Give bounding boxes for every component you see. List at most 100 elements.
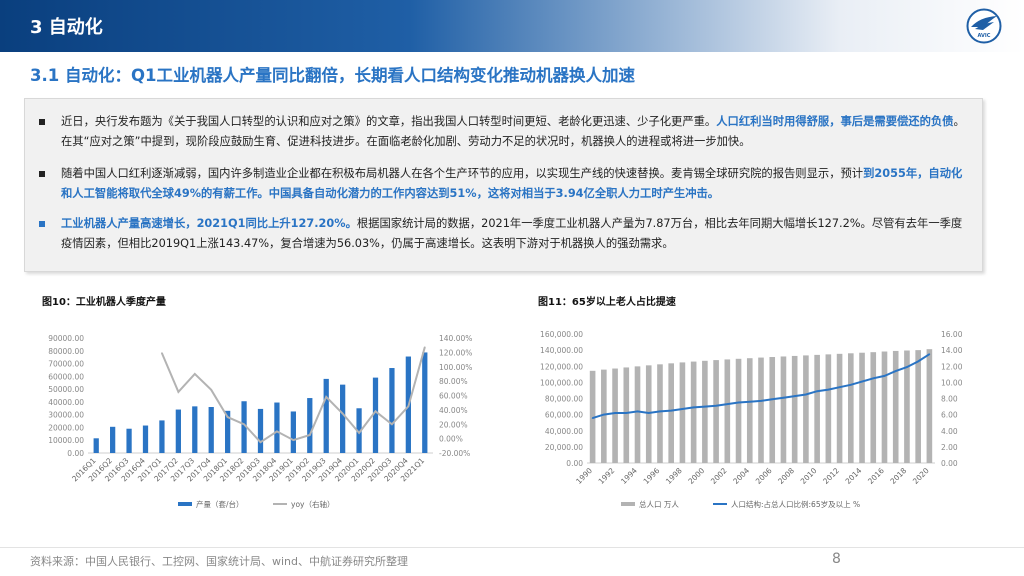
y-right-tick-label: 6.00 [941, 411, 958, 420]
line-point [883, 375, 886, 377]
line-point [659, 410, 661, 413]
line-point [636, 410, 639, 413]
bar [814, 354, 820, 463]
bar [307, 398, 313, 453]
y-right-tick-label: 140.00% [439, 334, 472, 343]
x-tick-label: 2012 [821, 466, 841, 486]
logo-text: AVIC [978, 33, 991, 39]
square-bullet-icon [39, 171, 45, 177]
bar [175, 409, 181, 453]
line-point [917, 360, 919, 363]
line-point [894, 370, 897, 372]
body-text: 根据国家统计局的数据，2021年一季度工业机器人产量为7.87万台，相比去年同期… [61, 217, 963, 250]
y-right-tick-label: 0.00 [941, 459, 958, 468]
x-tick-label: 2014 [844, 466, 864, 486]
y-right-tick-label: 120.00% [439, 348, 472, 357]
line-point [850, 383, 852, 386]
bullet-text: 近日，央行发布题为《关于我国人口转型的认识和应对之策》的文章，指出我国人口转型时… [61, 112, 967, 152]
bar [110, 426, 116, 453]
line-point [374, 410, 377, 413]
x-tick-label: 1996 [642, 466, 662, 486]
line-point [625, 412, 628, 414]
y-right-tick-label: 40.00% [439, 406, 468, 415]
bar [208, 407, 214, 453]
y-left-tick-label: 70000.00 [48, 360, 84, 369]
line-point [591, 417, 594, 419]
line-point [906, 366, 908, 368]
line-point [872, 377, 875, 380]
x-tick-label: 1998 [664, 466, 684, 486]
square-bullet-icon [39, 221, 45, 227]
bar [241, 401, 247, 453]
bar [192, 406, 198, 453]
bullet-item: 工业机器人产量高速增长，2021Q1同比上升127.20%。根据国家统计局的数据… [39, 214, 967, 254]
line-point [861, 380, 863, 383]
highlight-text: 工业机器人产量高速增长，2021Q1同比上升127.20%。 [61, 217, 357, 230]
bar [589, 370, 596, 463]
y-left-tick-label: 90000.00 [48, 334, 84, 343]
x-tick-label: 2004 [731, 466, 751, 486]
y-left-tick-label: 160,000.00 [540, 330, 583, 339]
line-point [647, 412, 650, 414]
x-tick-label: 2002 [709, 466, 729, 486]
y-left-tick-label: 10000.00 [48, 436, 84, 445]
bar [159, 420, 165, 453]
line-point [681, 408, 684, 410]
y-left-tick-label: 60000.00 [48, 372, 84, 381]
body-text: 。在其“应对之策”中提到，现阶段应鼓励生育、促进科技进步。在面临老龄化加剧、劳动… [61, 115, 965, 148]
line-point [782, 396, 785, 399]
bar [836, 353, 843, 463]
y-left-tick-label: 0.00 [67, 449, 84, 458]
footer-divider [0, 547, 1024, 548]
line-point [161, 352, 163, 354]
robot-production-chart: 90000.00 80000.00 70000.00 60000.00 50000.00… [48, 334, 472, 509]
x-tick-label: 2016 [866, 466, 886, 486]
bar [892, 350, 899, 463]
bar [780, 356, 787, 463]
bullet-text: 随着中国人口红利逐渐减弱，国内许多制造业企业都在积极布局机器人在各个生产环节的应… [61, 164, 967, 204]
legend-label: 产量（套/台） [196, 499, 244, 509]
bullet-item: 随着中国人口红利逐渐减弱，国内许多制造业企业都在积极布局机器人在各个生产环节的应… [39, 164, 967, 204]
bar [713, 360, 719, 463]
bar [422, 352, 428, 453]
y-left-tick-label: 50000.00 [48, 385, 84, 394]
line-point [793, 395, 796, 397]
legend-swatch [178, 502, 192, 506]
line-point [692, 406, 695, 409]
y-left-tick-label: 100,000.00 [540, 378, 583, 387]
y-left-tick-label: 20,000.00 [545, 443, 583, 452]
square-bullet-icon [39, 119, 45, 125]
line-point [177, 391, 180, 393]
bar [340, 384, 346, 453]
legend-label: yoy（右轴） [291, 499, 334, 509]
bar [803, 355, 809, 463]
bar [904, 350, 910, 463]
line-point [193, 373, 196, 375]
line-point [259, 441, 262, 444]
line-point [760, 400, 762, 402]
y-right-tick-label: 4.00 [941, 427, 958, 436]
bar [881, 351, 888, 463]
bar [634, 366, 641, 463]
figure-11-title: 图11：65岁以上老人占比提速 [538, 297, 676, 308]
bar [915, 350, 921, 463]
bar [769, 357, 776, 463]
x-tick-label: 2020 [911, 466, 931, 486]
page-number: 8 [832, 551, 841, 567]
line-point [827, 388, 830, 391]
legend-label: 总人口 万人 [639, 499, 679, 509]
y-right-tick-label: 10.00 [941, 378, 963, 387]
line-point [292, 439, 295, 441]
bar [323, 378, 329, 453]
line-point [391, 423, 393, 426]
bar [257, 408, 264, 453]
line-point [737, 401, 740, 404]
legend-swatch [621, 502, 635, 506]
page-subtitle: 3.1 自动化：Q1工业机器人产量同比翻倍，长期看人口结构变化推动机器换人加速 [30, 66, 635, 85]
y-left-tick-label: 120,000.00 [540, 362, 583, 371]
y-right-tick-label: 8.00 [941, 395, 958, 404]
x-tick-label: 1990 [574, 466, 594, 486]
source-note: 资料来源：中国人民银行、工控网、国家统计局、wind、中航证券研究所整理 [30, 555, 409, 568]
line-point [210, 388, 213, 391]
y-right-tick-label: 12.00 [941, 362, 963, 371]
